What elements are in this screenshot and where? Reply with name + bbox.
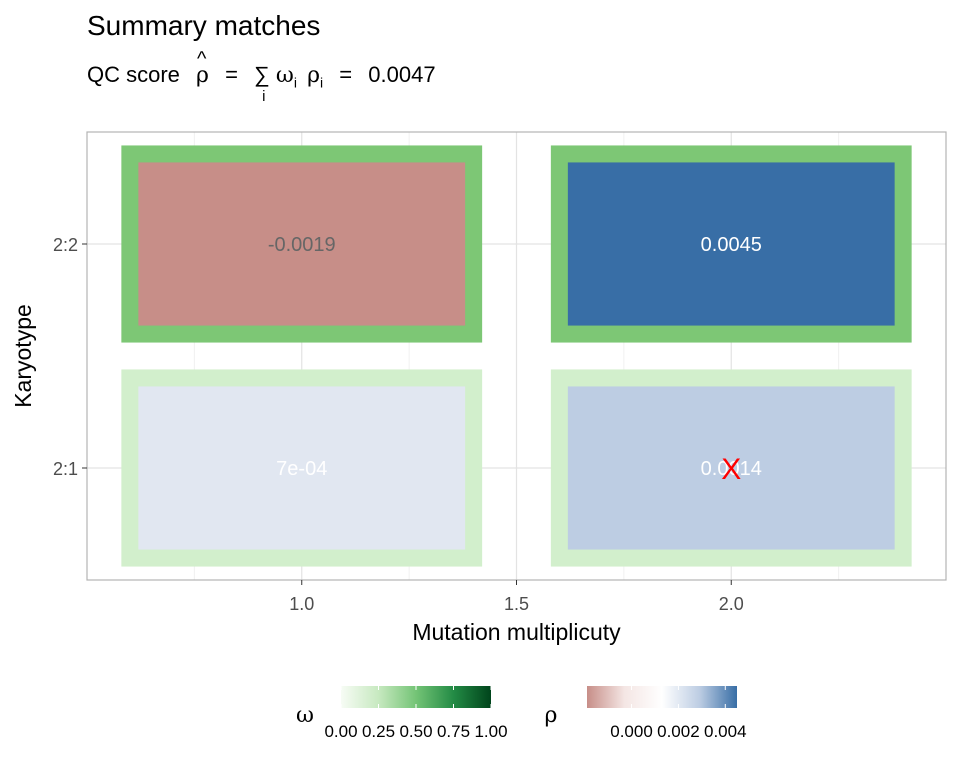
tile — [567, 386, 895, 550]
qc-score-value: 0.0047 — [368, 62, 436, 87]
legend-tick-label: 0.000 — [610, 722, 653, 741]
y-axis-title: Karyotype — [10, 304, 36, 408]
legend-colorbar — [341, 686, 491, 708]
tile — [138, 386, 466, 550]
y-tick-label: 2:2 — [53, 235, 78, 255]
x-tick-label: 2.0 — [719, 594, 744, 614]
omega-symbol: ω — [275, 63, 294, 88]
tile-value-label: -0.0019 — [268, 234, 336, 256]
legend-title: ρ — [545, 703, 558, 728]
legend-tick-label: 0.75 — [437, 722, 470, 741]
sum-sign: ∑ — [254, 62, 270, 87]
rho-symbol: ρ — [307, 63, 321, 88]
legend-tick-label: 0.50 — [399, 722, 432, 741]
legend-tick-label: 0.002 — [657, 722, 700, 741]
equals-sign-2: = — [339, 62, 353, 87]
tile — [567, 162, 895, 326]
rho-hat-symbol: ^ ρ — [196, 48, 209, 88]
tile-value-label: 7e-04 — [276, 458, 327, 480]
legend-colorbar — [587, 686, 737, 708]
sum-symbol: ∑ i — [254, 62, 270, 105]
subtitle-prefix: QC score — [87, 62, 180, 87]
legend-tick-label: 0.004 — [704, 722, 747, 741]
rho-subscript: i — [320, 74, 324, 91]
legend-tick-label: 1.00 — [474, 722, 507, 741]
hat-mark: ^ — [197, 48, 207, 70]
tile — [138, 162, 466, 326]
x-marker: X — [721, 453, 741, 486]
legend-tick-label: 0.25 — [362, 722, 395, 741]
tile-value-label: 0.0014 — [701, 458, 762, 480]
x-tick-label: 1.0 — [289, 594, 314, 614]
x-tick-label: 1.5 — [504, 594, 529, 614]
chart-title: Summary matches — [87, 10, 321, 41]
sum-index: i — [262, 88, 266, 105]
y-tick-label: 2:1 — [53, 459, 78, 479]
equals-sign-1: = — [225, 62, 238, 87]
rho-hat-letter: ρ — [196, 63, 209, 88]
chart-subtitle: QC score ^ ρ = ∑ i ωi ρi = 0.0047 — [87, 48, 436, 105]
tile-value-label: 0.0045 — [701, 234, 762, 256]
x-axis-title: Mutation multiplicuty — [412, 619, 621, 645]
legend-title: ω — [296, 703, 314, 728]
legend-tick-label: 0.00 — [324, 722, 357, 741]
omega-subscript: i — [293, 74, 297, 91]
